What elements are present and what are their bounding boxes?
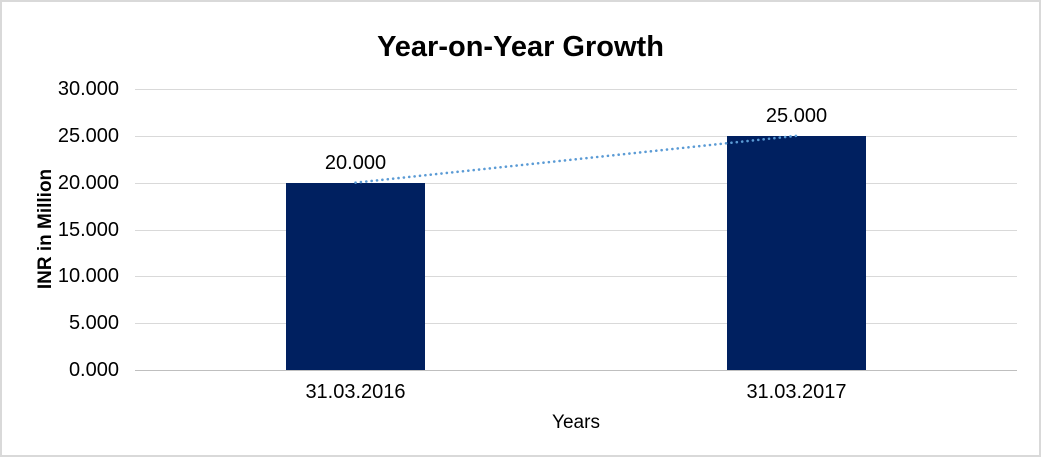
gridline [135,135,1017,137]
y-tick-label: 0.000 [68,359,119,381]
x-tick-label: 31.03.2016 [305,381,406,403]
x-axis-line [135,370,1017,371]
bar [727,135,866,370]
data-label: 25.000 [765,104,828,127]
gridline [135,89,1017,90]
y-tick-label: 15.000 [57,218,119,241]
y-tick-label: 20.000 [57,171,119,194]
y-tick-label: 10.000 [57,265,119,288]
gridline [135,182,1017,184]
x-tick-label: 31.03.2017 [746,381,847,403]
y-tick-label: 30.000 [57,78,119,100]
x-axis-title: Years [552,412,600,433]
gridline [135,276,1017,278]
gridline [135,229,1017,231]
y-tick-label: 25.000 [57,124,119,147]
y-tick-label: 5.000 [68,312,119,335]
chart-title: Year-on-Year Growth [377,31,664,63]
bar [286,182,425,370]
gridline [135,323,1017,325]
data-label: 20.000 [324,151,387,174]
